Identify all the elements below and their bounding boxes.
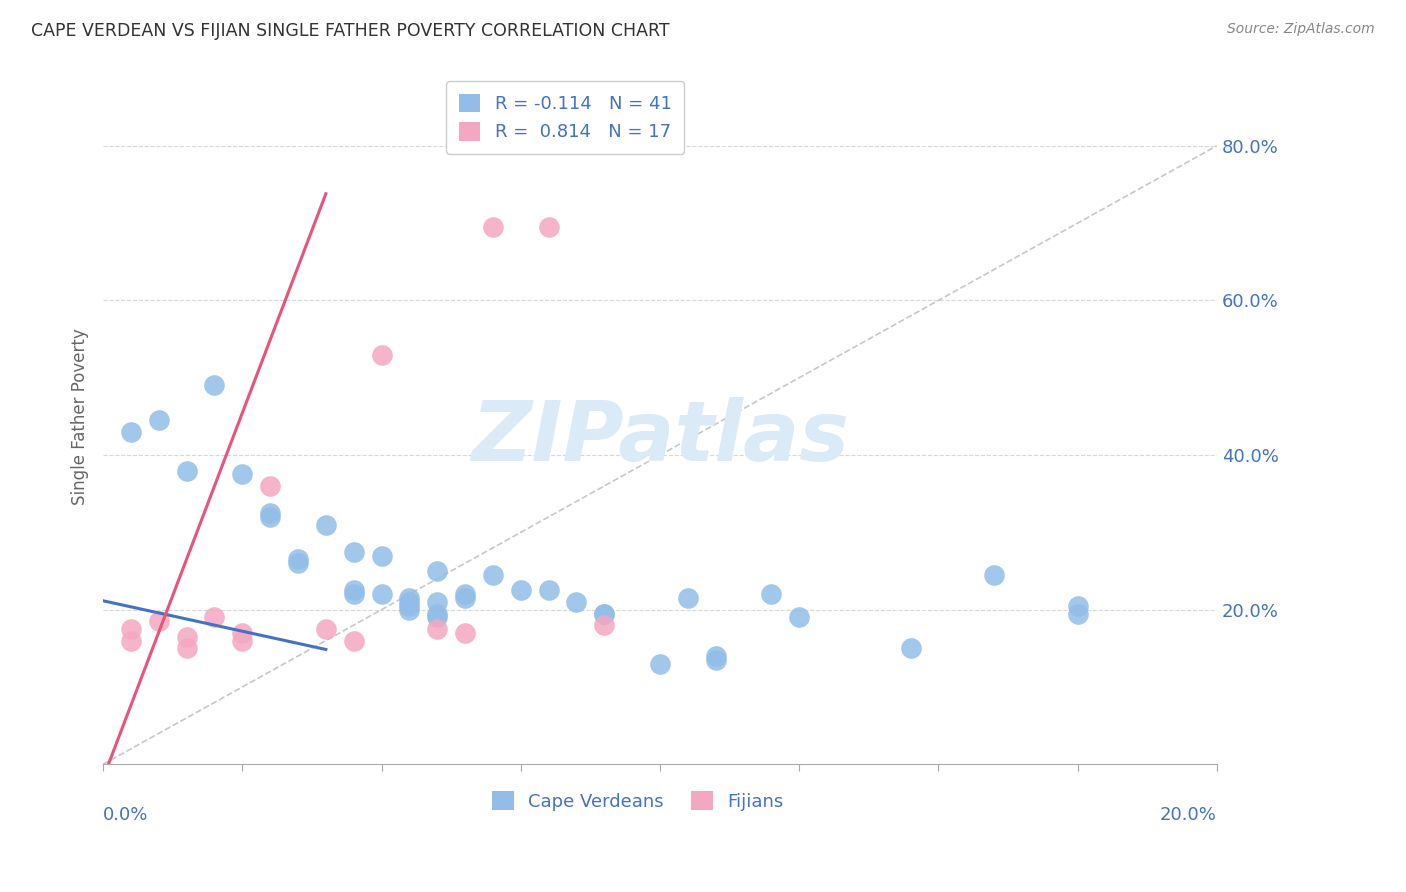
Point <box>900 641 922 656</box>
Text: 20.0%: 20.0% <box>1160 806 1216 824</box>
Point <box>426 610 449 624</box>
Point <box>343 544 366 558</box>
Point <box>787 610 810 624</box>
Point <box>426 595 449 609</box>
Text: CAPE VERDEAN VS FIJIAN SINGLE FATHER POVERTY CORRELATION CHART: CAPE VERDEAN VS FIJIAN SINGLE FATHER POV… <box>31 22 669 40</box>
Point <box>370 549 392 563</box>
Point <box>259 506 281 520</box>
Point <box>176 630 198 644</box>
Point <box>704 653 727 667</box>
Point <box>704 648 727 663</box>
Point <box>1066 607 1088 621</box>
Text: 0.0%: 0.0% <box>103 806 149 824</box>
Point <box>983 567 1005 582</box>
Point <box>370 347 392 361</box>
Point <box>509 583 531 598</box>
Point <box>120 622 142 636</box>
Point <box>315 622 337 636</box>
Point <box>120 425 142 439</box>
Point <box>148 413 170 427</box>
Point <box>398 602 420 616</box>
Point <box>454 625 477 640</box>
Point <box>287 556 309 570</box>
Point <box>676 591 699 605</box>
Point <box>454 591 477 605</box>
Point <box>398 595 420 609</box>
Point <box>761 587 783 601</box>
Point <box>176 641 198 656</box>
Point <box>454 587 477 601</box>
Point <box>537 583 560 598</box>
Point <box>231 467 253 482</box>
Point <box>648 657 671 671</box>
Point <box>231 633 253 648</box>
Point <box>343 583 366 598</box>
Point <box>259 509 281 524</box>
Text: Source: ZipAtlas.com: Source: ZipAtlas.com <box>1227 22 1375 37</box>
Point <box>231 625 253 640</box>
Point <box>343 587 366 601</box>
Point <box>565 595 588 609</box>
Point <box>398 591 420 605</box>
Point <box>426 564 449 578</box>
Point <box>482 567 505 582</box>
Point <box>315 517 337 532</box>
Point <box>482 219 505 234</box>
Point <box>148 614 170 628</box>
Point <box>537 219 560 234</box>
Point <box>1066 599 1088 613</box>
Point <box>398 599 420 613</box>
Y-axis label: Single Father Poverty: Single Father Poverty <box>72 328 89 505</box>
Legend: Cape Verdeans, Fijians: Cape Verdeans, Fijians <box>485 784 790 818</box>
Point <box>593 607 616 621</box>
Point <box>287 552 309 566</box>
Point <box>120 633 142 648</box>
Point <box>343 633 366 648</box>
Point <box>370 587 392 601</box>
Point <box>204 378 226 392</box>
Point <box>176 463 198 477</box>
Point <box>259 479 281 493</box>
Point <box>204 610 226 624</box>
Point <box>593 607 616 621</box>
Point <box>426 607 449 621</box>
Point <box>593 618 616 632</box>
Point <box>426 622 449 636</box>
Text: ZIPatlas: ZIPatlas <box>471 397 849 478</box>
